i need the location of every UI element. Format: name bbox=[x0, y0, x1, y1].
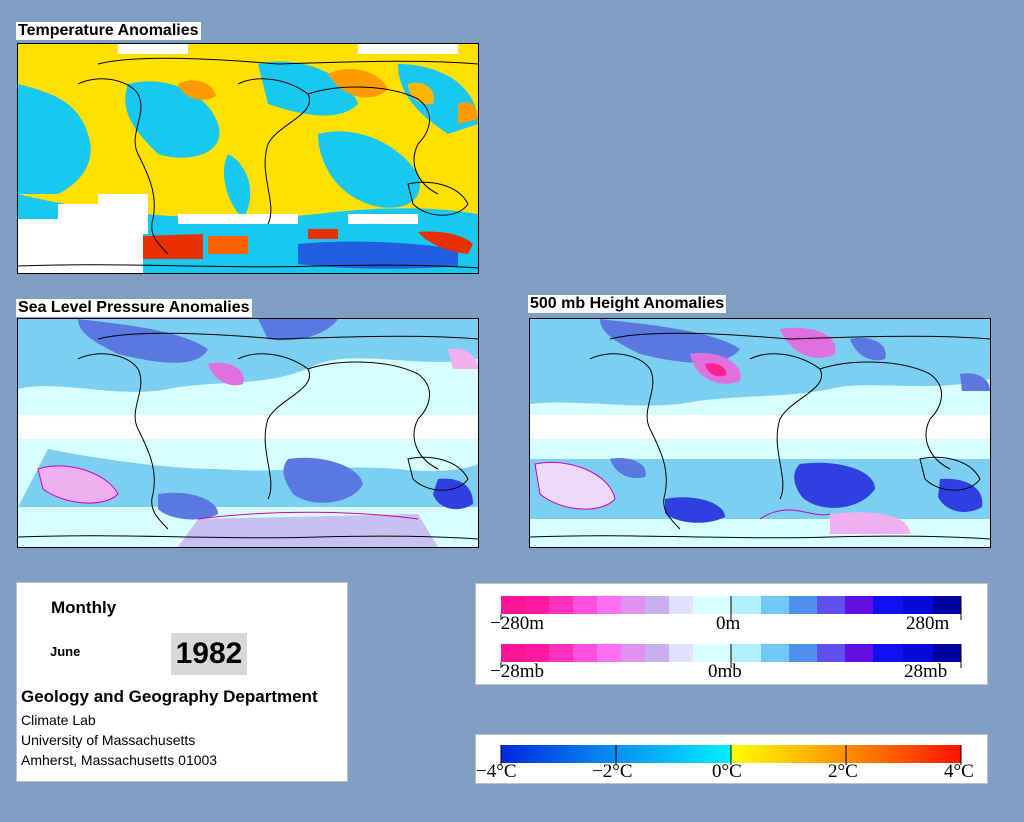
slp-anomaly-map bbox=[17, 318, 479, 548]
height500-panel-title: 500 mb Height Anomalies bbox=[528, 295, 727, 313]
temperature-anomaly-map bbox=[17, 43, 479, 274]
info-panel: Monthly June 1982 Geology and Geography … bbox=[16, 582, 348, 782]
temp-max-label: 4°C bbox=[944, 761, 974, 782]
department-label: Geology and Geography Department bbox=[21, 687, 318, 706]
address-label: Amherst, Massachusetts 01003 bbox=[21, 752, 218, 768]
temp-neg2-label: −2°C bbox=[592, 761, 633, 782]
height-zero-label: 0m bbox=[716, 613, 741, 634]
temperature-colorbar bbox=[500, 745, 962, 765]
pressure-max-label: 28mb bbox=[904, 661, 948, 682]
height-min-label: −280m bbox=[490, 613, 544, 634]
temp-zero-label: 0°C bbox=[712, 761, 742, 782]
pressure-min-label: −28mb bbox=[490, 661, 544, 682]
height500-anomaly-map bbox=[529, 318, 991, 548]
university-label: University of Massachusetts bbox=[21, 732, 196, 748]
lab-label: Climate Lab bbox=[21, 712, 96, 728]
temperature-panel-title: Temperature Anomalies bbox=[16, 22, 201, 40]
height-pressure-legend: −280m 0m 280m −28mb 0mb 28mb bbox=[475, 583, 988, 685]
period-label: Monthly bbox=[51, 598, 117, 617]
temperature-legend: −4°C −2°C 0°C 2°C 4°C bbox=[475, 734, 988, 784]
year-label: 1982 bbox=[171, 633, 247, 675]
month-label: June bbox=[50, 644, 81, 659]
height-max-label: 280m bbox=[906, 613, 950, 634]
slp-panel-title: Sea Level Pressure Anomalies bbox=[16, 299, 252, 317]
pressure-zero-label: 0mb bbox=[708, 661, 742, 682]
temp-min-label: −4°C bbox=[476, 761, 517, 782]
temp-pos2-label: 2°C bbox=[828, 761, 858, 782]
